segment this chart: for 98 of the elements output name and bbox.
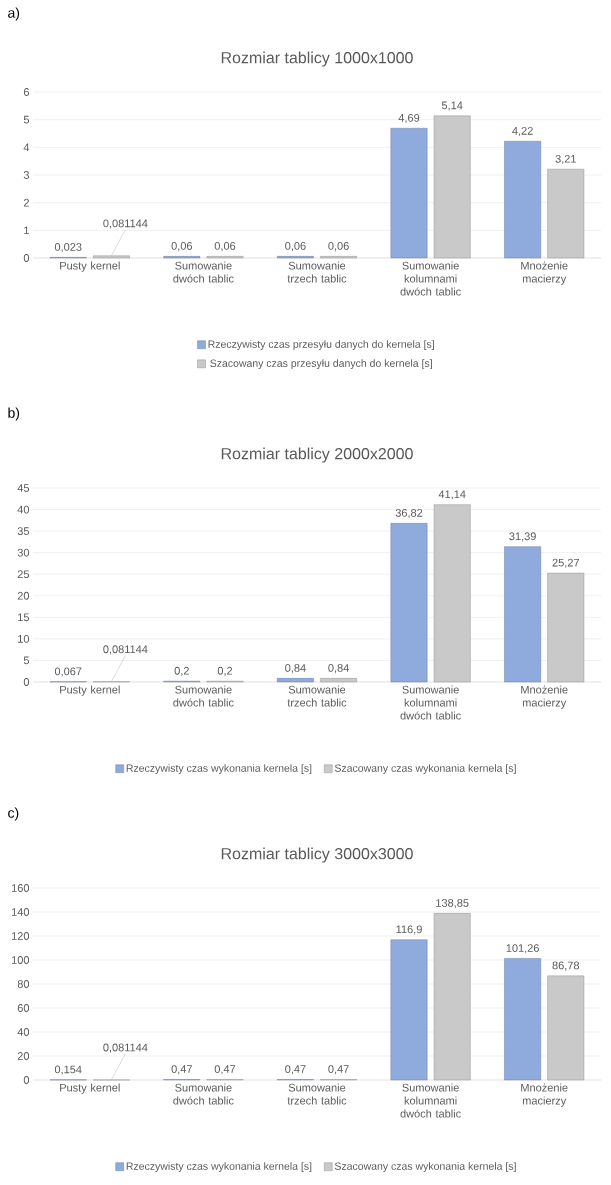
data-label: 0,06	[328, 242, 349, 252]
text: a)	[8, 7, 20, 21]
data-label: 4,22	[512, 126, 533, 137]
data-label: 36,82	[395, 508, 423, 519]
legend-label: Rzeczywisty czas przesyłu danych do kernela [s]	[208, 340, 434, 350]
x-tick-label: Mnożenie macierzy	[521, 1083, 568, 1107]
bar	[504, 141, 541, 259]
bar	[390, 523, 428, 683]
data-label: 0,84	[328, 664, 349, 674]
data-label: 0,47	[171, 1065, 192, 1075]
bar	[390, 939, 428, 1081]
data-label: 0,081144	[103, 1043, 148, 1053]
x-tick-label: Pusty kernel	[60, 261, 120, 272]
data-label: 0,47	[214, 1065, 236, 1075]
x-tick-label: Sumowanie trzech tablic	[287, 261, 347, 283]
legend-label: Szacowany czas wykonania kernela [s]	[334, 1162, 516, 1172]
bar	[320, 678, 357, 683]
data-label: 0,081144	[103, 219, 148, 229]
data-label: 25,27	[552, 558, 579, 568]
bar	[504, 958, 541, 1081]
bar	[504, 546, 541, 683]
y-tick-label: 0	[23, 678, 30, 686]
y-tick-label: 160	[11, 884, 30, 892]
bar	[547, 168, 585, 259]
legend-label: Rzeczywisty czas wykonania kernela [s]	[126, 1162, 312, 1172]
y-tick-label: 0	[23, 254, 30, 262]
data-label: 0,023	[54, 243, 82, 253]
text: c)	[8, 807, 19, 821]
data-label: 0,47	[285, 1065, 306, 1075]
bar	[547, 975, 585, 1081]
y-tick-label: 80	[17, 980, 30, 988]
data-label: 101,26	[506, 944, 539, 954]
y-tick-label: 1	[24, 226, 29, 235]
x-tick-label: Sumowanie trzech tablic	[287, 1083, 347, 1105]
chart-title: Rozmiar tablicy 2000x2000	[221, 447, 413, 463]
chart-title: Rozmiar tablicy 1000x1000	[221, 51, 413, 67]
chart-title: Rozmiar tablicy 3000x3000	[221, 847, 413, 863]
bar	[390, 128, 428, 259]
data-label: 3,21	[555, 154, 576, 164]
x-tick-label: Sumowanie trzech tablic	[287, 685, 347, 707]
data-label: 0,154	[54, 1065, 82, 1075]
text: b)	[8, 407, 20, 421]
y-tick-label: 20	[17, 591, 30, 600]
y-tick-label: 40	[17, 1028, 30, 1036]
y-tick-label: 40	[17, 505, 30, 514]
data-label: 0,2	[217, 666, 233, 676]
bar	[277, 678, 314, 683]
y-tick-label: 5	[23, 115, 30, 124]
y-tick-label: 25	[17, 570, 30, 579]
x-tick-label: Pusty kernel	[60, 1083, 120, 1094]
legend-label: Rzeczywisty czas wykonania kernela [s]	[126, 764, 312, 774]
x-tick-label: Mnożenie macierzy	[521, 261, 568, 285]
bar	[433, 913, 471, 1081]
data-label: 31,39	[509, 532, 536, 542]
x-tick-label: Sumowanie kolumnami dwóch tablic	[400, 1083, 461, 1118]
x-tick-label: Sumowanie dwóch tablic	[173, 1083, 234, 1105]
x-tick-label: Mnożenie macierzy	[521, 685, 568, 709]
data-label: 0,06	[285, 242, 306, 252]
bar	[433, 115, 471, 259]
x-tick-label: Sumowanie dwóch tablic	[173, 685, 234, 707]
y-tick-label: 45	[17, 484, 30, 492]
y-tick-label: 35	[17, 527, 30, 535]
x-tick-label: Sumowanie dwóch tablic	[173, 261, 234, 283]
bar	[547, 572, 585, 683]
data-label: 0,84	[285, 664, 306, 674]
data-label: 4,69	[398, 113, 420, 124]
y-tick-label: 100	[11, 956, 30, 964]
y-tick-label: 30	[17, 548, 30, 557]
y-tick-label: 140	[11, 908, 30, 916]
legend-label: Szacowany czas przesyłu danych do kernela [s]	[210, 359, 432, 370]
data-label: 0,081144	[103, 645, 148, 655]
y-tick-label: 6	[23, 88, 29, 96]
data-label: 0,47	[328, 1065, 349, 1075]
y-tick-label: 5	[23, 656, 30, 665]
bar	[433, 504, 471, 683]
data-label: 0,067	[54, 667, 82, 677]
x-tick-label: Pusty kernel	[60, 685, 120, 696]
x-tick-label: Sumowanie kolumnami dwóch tablic	[400, 685, 461, 720]
data-label: 41,14	[438, 490, 466, 500]
x-tick-label: Sumowanie kolumnami dwóch tablic	[400, 261, 461, 296]
y-tick-label: 10	[18, 634, 30, 643]
data-label: 0,06	[214, 242, 236, 252]
bar	[93, 255, 130, 259]
data-label: 116,9	[396, 925, 422, 935]
y-tick-label: 0	[23, 1076, 30, 1084]
y-tick-label: 2	[23, 198, 29, 207]
data-label: 5,14	[441, 101, 463, 111]
legend-label: Szacowany czas wykonania kernela [s]	[334, 764, 516, 774]
y-tick-label: 60	[17, 1004, 30, 1012]
data-label: 0,06	[171, 242, 193, 252]
data-label: 0,2	[174, 666, 189, 676]
y-tick-label: 20	[17, 1052, 30, 1060]
y-tick-label: 4	[23, 143, 30, 152]
data-label: 138,85	[436, 899, 469, 909]
data-label: 86,78	[552, 961, 580, 971]
y-tick-label: 15	[18, 613, 30, 622]
y-tick-label: 3	[23, 171, 29, 179]
y-tick-label: 120	[11, 932, 30, 940]
